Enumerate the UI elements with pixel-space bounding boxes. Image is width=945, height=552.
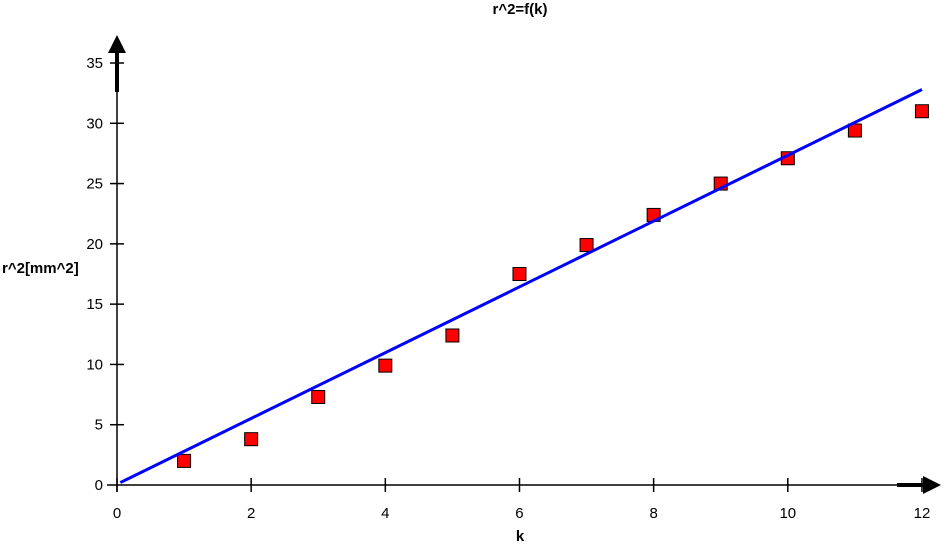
data-point — [914, 104, 929, 119]
x-tick-label: 12 — [914, 505, 931, 522]
data-point — [579, 238, 594, 253]
x-axis-arrow-icon — [923, 476, 941, 494]
y-tick-label: 15 — [86, 296, 103, 313]
y-tick-label: 30 — [86, 115, 103, 132]
data-point — [177, 453, 192, 468]
chart-title: r^2=f(k) — [492, 1, 548, 18]
y-tick-label: 25 — [86, 176, 103, 193]
x-tick-label: 8 — [649, 505, 657, 522]
y-tick-label: 20 — [86, 236, 103, 253]
data-point — [445, 328, 460, 343]
x-tick-label: 0 — [113, 505, 121, 522]
x-tick-label: 6 — [515, 505, 523, 522]
y-axis-arrow-icon — [108, 35, 126, 53]
y-tick-label: 35 — [86, 55, 103, 72]
y-tick-label: 5 — [95, 417, 103, 434]
data-point — [244, 432, 259, 447]
data-point — [311, 389, 326, 404]
x-tick-label: 4 — [381, 505, 389, 522]
y-tick-label: 0 — [95, 477, 103, 494]
data-point — [512, 267, 527, 282]
fit-line — [119, 88, 923, 484]
y-axis-label: r^2[mm^2] — [2, 260, 79, 277]
data-point — [378, 358, 393, 373]
x-tick-label: 10 — [779, 505, 796, 522]
x-tick-label: 2 — [247, 505, 255, 522]
x-axis-label: k — [515, 528, 525, 545]
y-tick-label: 10 — [86, 356, 103, 373]
